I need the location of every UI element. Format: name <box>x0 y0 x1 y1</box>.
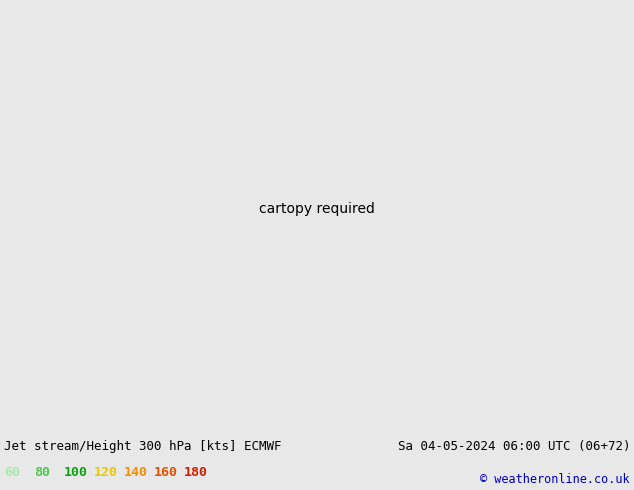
Text: 180: 180 <box>184 466 208 479</box>
Text: 80: 80 <box>34 466 50 479</box>
Text: Sa 04-05-2024 06:00 UTC (06+72): Sa 04-05-2024 06:00 UTC (06+72) <box>398 440 630 453</box>
Text: © weatheronline.co.uk: © weatheronline.co.uk <box>481 473 630 486</box>
Text: 160: 160 <box>154 466 178 479</box>
Text: cartopy required: cartopy required <box>259 202 375 216</box>
Text: 60: 60 <box>4 466 20 479</box>
Text: 120: 120 <box>94 466 118 479</box>
Text: Jet stream/Height 300 hPa [kts] ECMWF: Jet stream/Height 300 hPa [kts] ECMWF <box>4 440 281 453</box>
Text: 140: 140 <box>124 466 148 479</box>
Text: 100: 100 <box>64 466 88 479</box>
